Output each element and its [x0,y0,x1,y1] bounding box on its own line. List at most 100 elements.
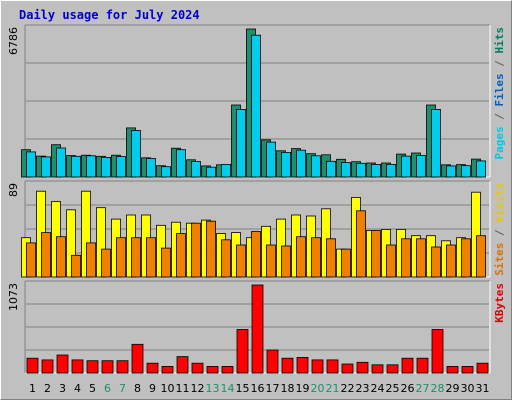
legend-entry: KBytes [493,283,506,323]
bar-panel2-series2-day29 [446,244,456,278]
bar-panel1-series2-day2 [41,156,51,178]
x-tick-label-day-5: 5 [89,382,96,395]
bar-panel1-series2-day27 [416,155,426,178]
bar-panel2-series2-day30 [461,238,471,278]
x-tick-label-day-12: 12 [191,382,205,395]
bar-panel3-series1-day7 [116,360,129,374]
x-tick-label-day-4: 4 [74,382,81,395]
bar-panel3-series1-day26 [401,357,414,374]
x-tick-label-day-3: 3 [59,382,66,395]
bar-panel2-series2-day2 [41,232,51,278]
bar-panel3-series1-day11 [176,356,189,374]
x-tick-label-day-18: 18 [281,382,295,395]
bar-panel3-series1-day19 [296,356,309,374]
panel-1-legend: Pages / Files / Hits [493,27,506,160]
bar-panel1-series2-day30 [461,165,471,178]
bar-panel2-series2-day24 [371,230,381,278]
bar-panel2-series2-day31 [476,235,486,278]
bar-panel2-series2-day19 [296,236,306,278]
bar-panel1-series2-day31 [476,160,486,178]
bar-panel2-series2-day3 [56,236,66,278]
bar-panel3-series1-day23 [356,361,369,374]
panel-2-max-label: 89 [7,183,20,197]
bar-panel1-series2-day13 [206,166,216,178]
x-tick-label-day-10: 10 [161,382,175,395]
legend-entry: Pages [493,126,506,159]
bar-panel2-series1-day5 [81,190,91,278]
bar-panel1-series2-day23 [356,162,366,178]
bar-panel1-series2-day21 [326,160,336,178]
legend-entry: / [493,223,506,243]
bar-panel1-series2-day1 [26,151,36,178]
x-tick-label-day-7: 7 [119,382,126,395]
bar-panel1-series2-day19 [296,149,306,178]
x-tick-label-day-9: 9 [149,382,156,395]
bar-panel1-series2-day3 [56,147,66,178]
bar-panel1-series2-day22 [341,162,351,178]
bar-panel2-series1-day31 [471,191,481,278]
bar-panel3-series1-day31 [476,362,489,374]
legend-entry: Sites [493,243,506,276]
x-tick-label-day-17: 17 [266,382,280,395]
bar-panel3-series1-day24 [371,364,384,374]
bar-panel3-series1-day9 [146,362,159,374]
x-tick-label-day-20: 20 [311,382,325,395]
bar-panel3-series1-day10 [161,365,174,374]
bar-panel3-series1-day30 [461,365,474,374]
bar-panel3-series1-day16 [251,284,264,374]
panel-3-legend: KBytes [493,283,506,323]
bar-panel2-series2-day21 [326,238,336,278]
bar-panel1-series2-day4 [71,155,81,178]
bar-panel3-series1-day4 [71,359,84,374]
bar-panel2-series2-day13 [206,220,216,278]
chart-title: Daily usage for July 2024 [19,8,200,22]
x-tick-label-day-28: 28 [431,382,445,395]
bar-panel2-series1-day4 [66,209,76,278]
legend-entry: Files [493,73,506,106]
bar-panel2-series2-day10 [161,247,171,278]
bar-panel3-series1-day3 [56,354,69,374]
bar-panel2-series2-day23 [356,210,366,278]
bar-panel3-series1-day18 [281,357,294,374]
x-tick-label-day-2: 2 [44,382,51,395]
x-tick-label-day-27: 27 [416,382,430,395]
bar-panel2-series2-day14 [221,239,231,278]
legend-entry: / [493,54,506,74]
x-tick-label-day-11: 11 [176,382,190,395]
bar-panel3-series1-day5 [86,360,99,374]
x-tick-label-day-22: 22 [341,382,355,395]
bar-panel3-series1-day15 [236,329,249,374]
x-tick-label-day-16: 16 [251,382,265,395]
bar-panel3-series1-day1 [26,357,39,374]
bar-panel2-series2-day20 [311,237,321,278]
x-tick-label-day-8: 8 [134,382,141,395]
bar-panel1-series2-day17 [266,141,276,178]
bar-panel1-series2-day26 [401,155,411,178]
bar-panel1-series2-day20 [311,155,321,178]
bar-panel1-series2-day15 [236,109,246,178]
bar-panel1-series2-day24 [371,163,381,178]
x-tick-label-day-19: 19 [296,382,310,395]
bar-panel2-series2-day17 [266,244,276,278]
bar-panel1-series2-day7 [116,156,126,178]
bar-panel1-series2-day11 [176,149,186,178]
x-tick-label-day-30: 30 [461,382,475,395]
bar-panel1-series2-day6 [101,156,111,178]
bar-panel3-series1-day20 [311,359,324,374]
x-tick-label-day-31: 31 [476,382,490,395]
bar-panel2-series2-day4 [71,254,81,278]
x-tick-label-day-1: 1 [29,382,36,395]
bar-panel1-series2-day10 [161,166,171,178]
legend-entry: Hits [493,27,506,54]
x-tick-label-day-29: 29 [446,382,460,395]
legend-entry: Visits [493,183,506,223]
bar-panel2-series2-day7 [116,237,126,278]
panel-2-legend: Sites / Visits [493,183,506,276]
bar-panel1-series2-day25 [386,163,396,178]
x-tick-label-day-26: 26 [401,382,415,395]
bar-panel3-series1-day28 [431,329,444,374]
bar-panel2-series2-day18 [281,245,291,278]
x-tick-label-day-21: 21 [326,382,340,395]
bar-panel2-series2-day25 [386,244,396,278]
bar-panel2-series2-day5 [86,242,96,278]
